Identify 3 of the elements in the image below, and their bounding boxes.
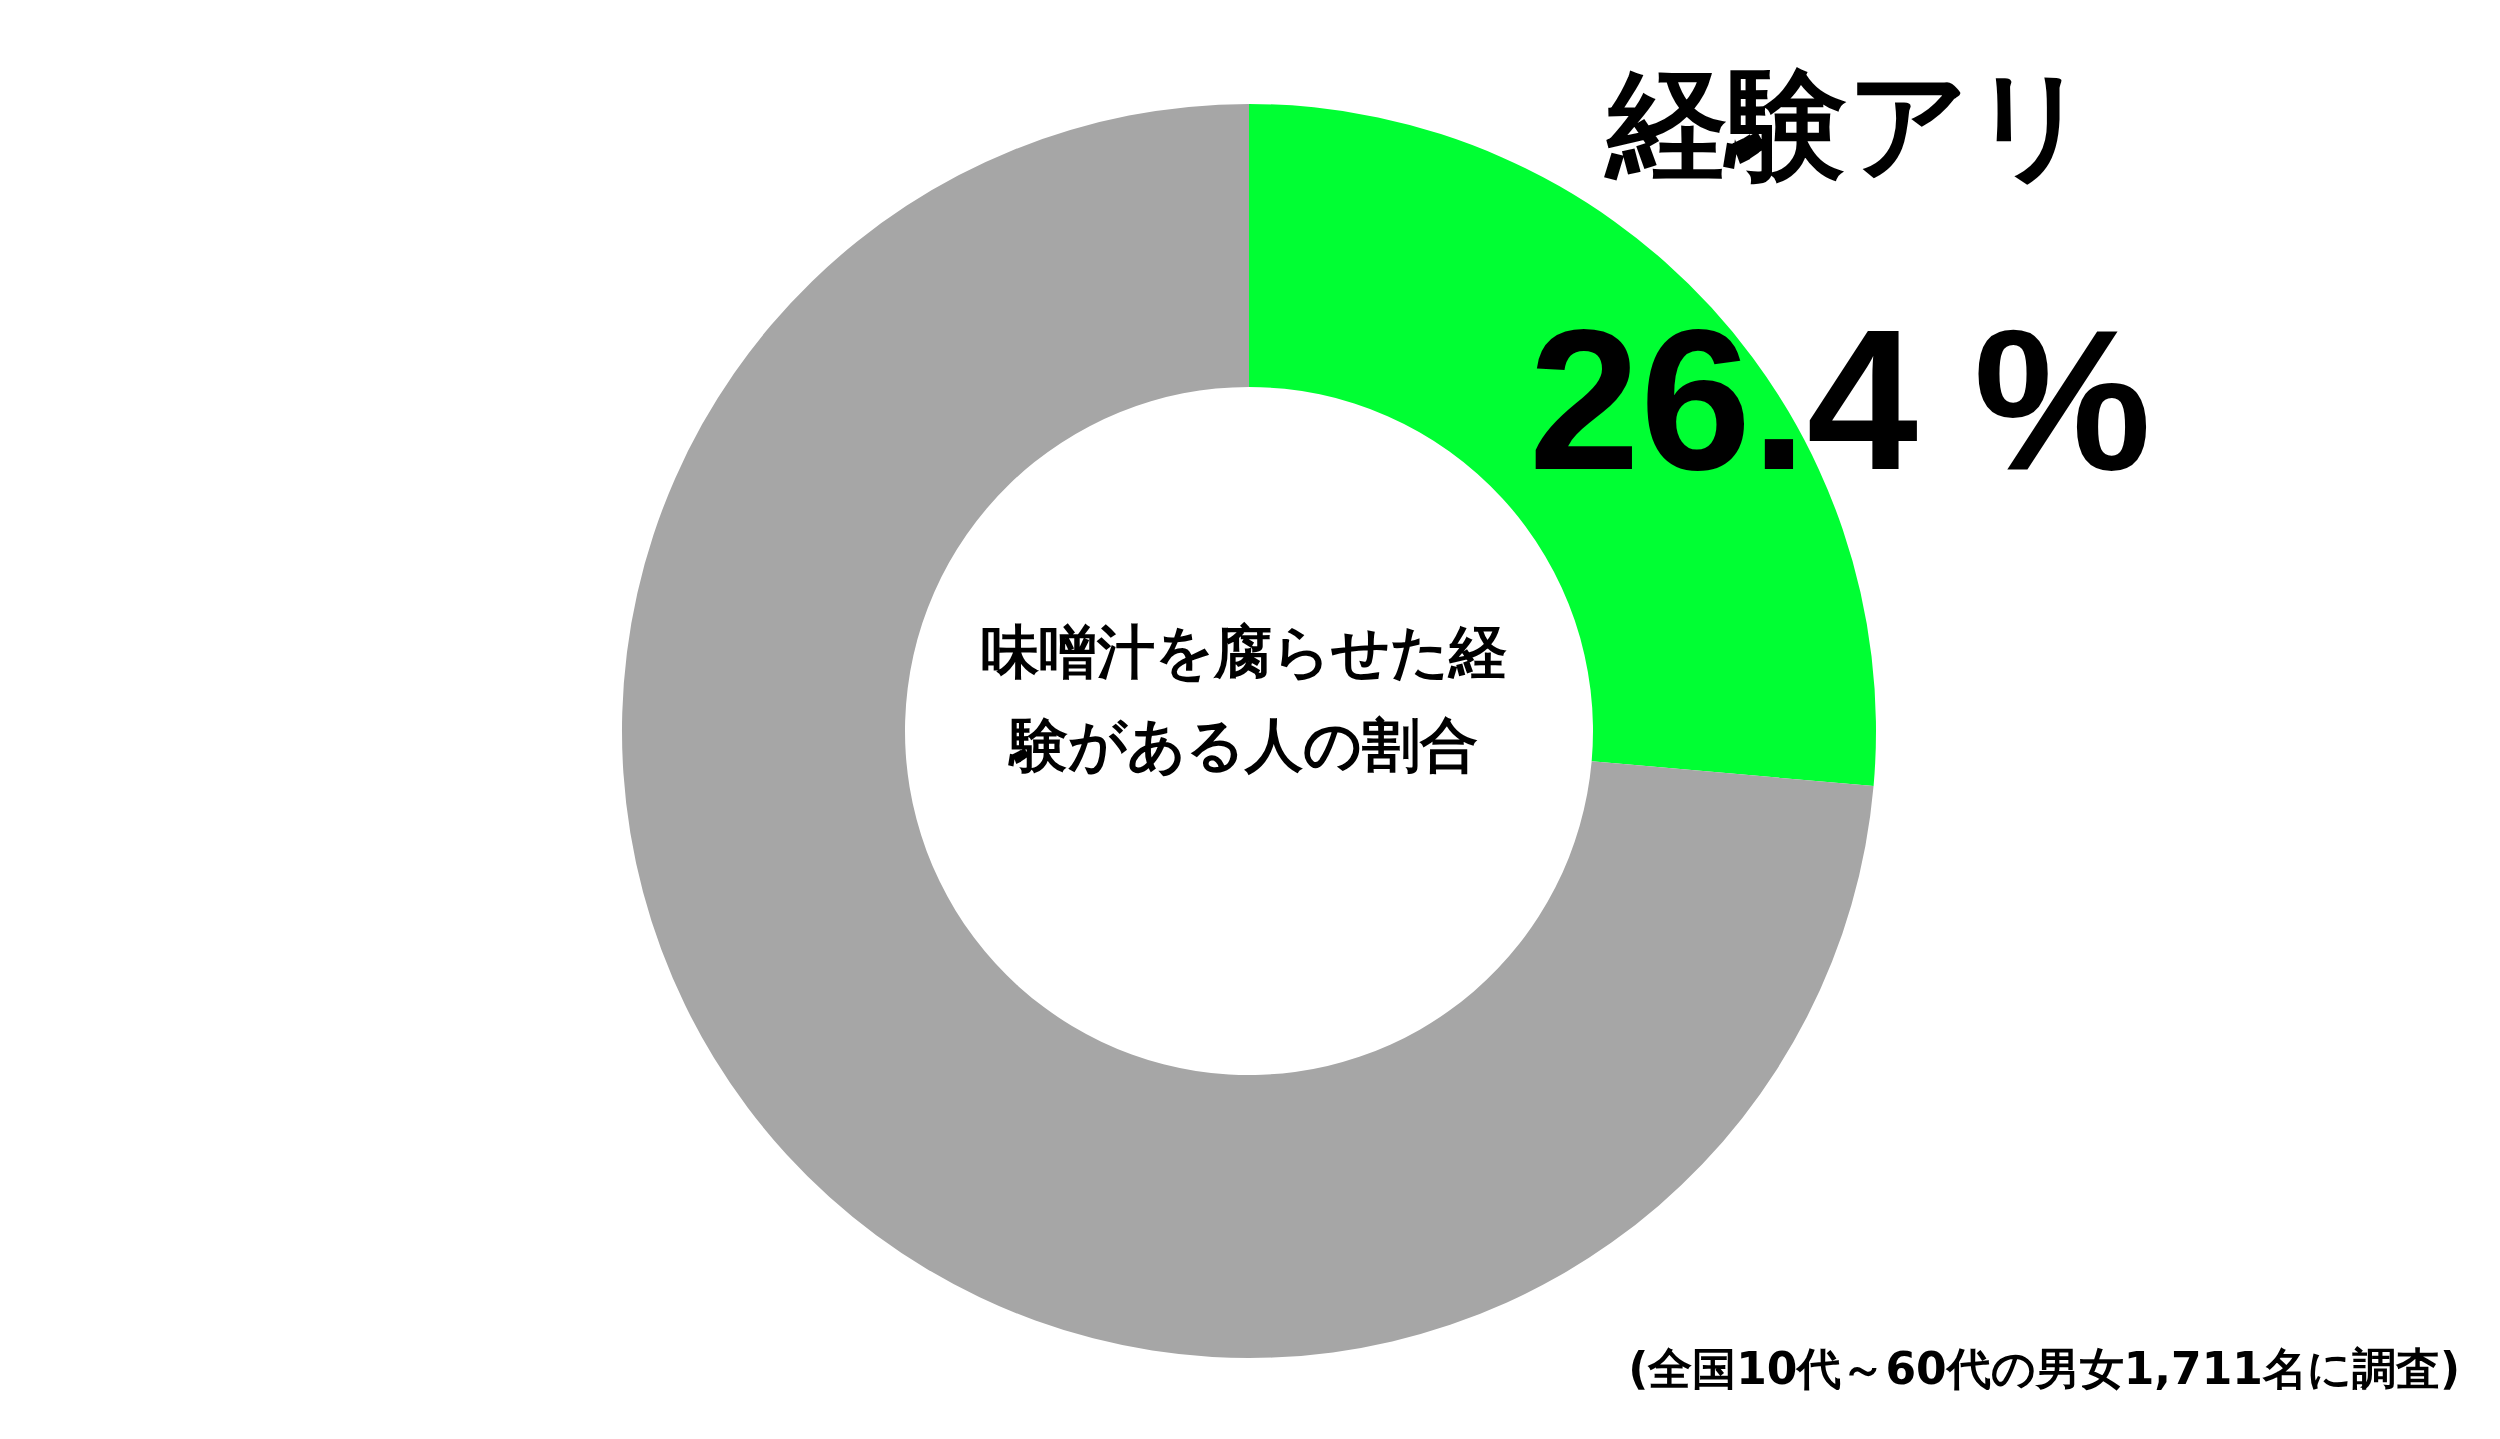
slice-label: 経験アリ <box>1603 54 2094 196</box>
text: (全国10代～60代の男女1,711名に調査) <box>1628 1342 2460 1396</box>
text: 味噌汁を腐らせた経験がある人の割合 <box>980 617 1508 781</box>
